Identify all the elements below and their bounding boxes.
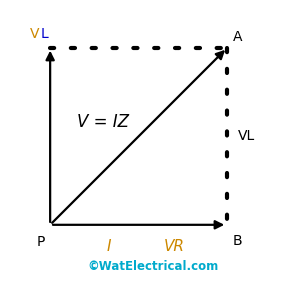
Text: P: P [37,235,45,249]
Text: ©WatElectrical.com: ©WatElectrical.com [87,260,218,273]
Text: V = IZ: V = IZ [77,113,129,131]
Text: L: L [41,27,48,41]
Text: V: V [30,27,40,41]
Text: VL: VL [238,129,255,143]
Text: A: A [232,30,242,44]
Text: B: B [232,234,242,248]
Text: I: I [106,239,111,254]
Text: VR: VR [163,239,185,254]
